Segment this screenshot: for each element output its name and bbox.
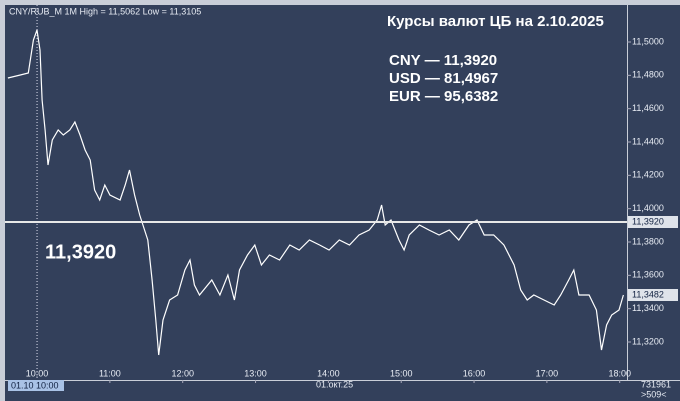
x-tick-label: 18:00 xyxy=(608,368,631,378)
y-tick-label: 11,3800 xyxy=(632,236,664,246)
x-tick-label: 11:00 xyxy=(99,368,121,378)
last-tag-label: 11,3482 xyxy=(632,289,664,299)
y-tick-label: 11,4600 xyxy=(632,103,664,113)
plot-area xyxy=(5,5,627,380)
rate: CNY — 11,3920 xyxy=(389,52,497,69)
y-tick-label: 11,5000 xyxy=(632,36,664,46)
y-tick-label: 11,4400 xyxy=(632,136,664,146)
counter: 731961 xyxy=(641,379,671,389)
counter: >509< xyxy=(641,389,667,399)
rate: USD — 81,4967 xyxy=(389,70,498,87)
title: Курсы валют ЦБ на 2.10.2025 xyxy=(387,13,604,30)
time-axis xyxy=(5,381,680,401)
cursor-box xyxy=(8,380,64,391)
y-tick-label: 11,4000 xyxy=(632,203,664,213)
x-tick-label: 14:00 xyxy=(317,368,340,378)
price-tag-label: 11,3920 xyxy=(632,216,664,226)
axis-area xyxy=(628,5,680,380)
y-tick-label: 11,3600 xyxy=(632,270,664,280)
date-label: 01.окт.25 xyxy=(316,379,353,389)
last-tag xyxy=(628,289,678,301)
x-tick-label: 16:00 xyxy=(463,368,486,378)
header: CNY/RUB_M 1M High = 11,5062 Low = 11,310… xyxy=(9,6,201,16)
cursor-label: 01.10 10:00 xyxy=(11,380,59,390)
x-tick-label: 17:00 xyxy=(536,368,559,378)
x-tick-label: 13:00 xyxy=(244,368,267,378)
y-tick-label: 11,3200 xyxy=(632,336,664,346)
price-line xyxy=(7,29,624,356)
x-tick-label: 10:00 xyxy=(26,368,49,378)
x-tick-label: 15:00 xyxy=(390,368,413,378)
big-price: 11,3920 xyxy=(45,241,116,263)
y-tick-label: 11,4800 xyxy=(632,70,664,80)
y-tick-label: 11,3400 xyxy=(632,303,664,313)
rate: EUR — 95,6382 xyxy=(389,88,498,105)
price-tag xyxy=(628,216,678,228)
x-tick-label: 12:00 xyxy=(171,368,194,378)
y-tick-label: 11,4200 xyxy=(632,170,664,180)
